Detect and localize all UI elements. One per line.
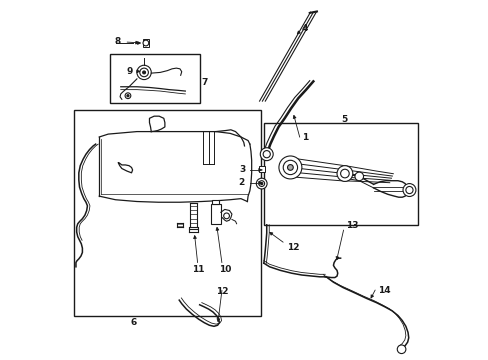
Text: 1: 1 bbox=[301, 133, 307, 142]
Circle shape bbox=[396, 345, 405, 354]
Circle shape bbox=[402, 184, 415, 197]
Bar bbox=[210, 204, 221, 224]
Circle shape bbox=[260, 183, 262, 185]
Circle shape bbox=[405, 186, 412, 194]
Text: 9: 9 bbox=[126, 67, 132, 76]
Circle shape bbox=[137, 65, 151, 80]
Text: 10: 10 bbox=[218, 265, 230, 274]
Circle shape bbox=[340, 169, 348, 178]
Text: 2: 2 bbox=[238, 178, 244, 187]
Circle shape bbox=[278, 156, 301, 179]
Circle shape bbox=[125, 93, 131, 99]
Circle shape bbox=[140, 68, 148, 77]
Bar bbox=[74, 110, 260, 316]
Bar bbox=[212, 201, 219, 204]
Text: 11: 11 bbox=[191, 265, 203, 274]
Text: 12: 12 bbox=[216, 287, 228, 296]
Circle shape bbox=[256, 178, 266, 189]
Circle shape bbox=[283, 160, 297, 175]
Circle shape bbox=[258, 181, 264, 186]
Text: 3: 3 bbox=[239, 166, 244, 175]
Text: 13: 13 bbox=[345, 221, 357, 230]
Bar bbox=[110, 54, 199, 103]
Circle shape bbox=[142, 71, 145, 74]
Circle shape bbox=[260, 148, 273, 161]
Text: 6: 6 bbox=[131, 318, 137, 327]
Text: 4: 4 bbox=[301, 24, 307, 33]
Text: 7: 7 bbox=[201, 78, 207, 87]
Bar bbox=[258, 166, 265, 172]
Bar bbox=[142, 39, 148, 47]
Circle shape bbox=[223, 213, 229, 219]
Circle shape bbox=[287, 165, 293, 170]
Circle shape bbox=[263, 150, 270, 158]
Circle shape bbox=[354, 172, 363, 181]
Circle shape bbox=[336, 166, 352, 181]
Text: 8: 8 bbox=[115, 37, 121, 46]
Text: 5: 5 bbox=[341, 115, 347, 124]
Text: 14: 14 bbox=[377, 285, 390, 294]
Circle shape bbox=[142, 40, 148, 46]
Bar bbox=[264, 123, 418, 225]
Text: 12: 12 bbox=[286, 243, 299, 252]
Circle shape bbox=[126, 95, 129, 97]
